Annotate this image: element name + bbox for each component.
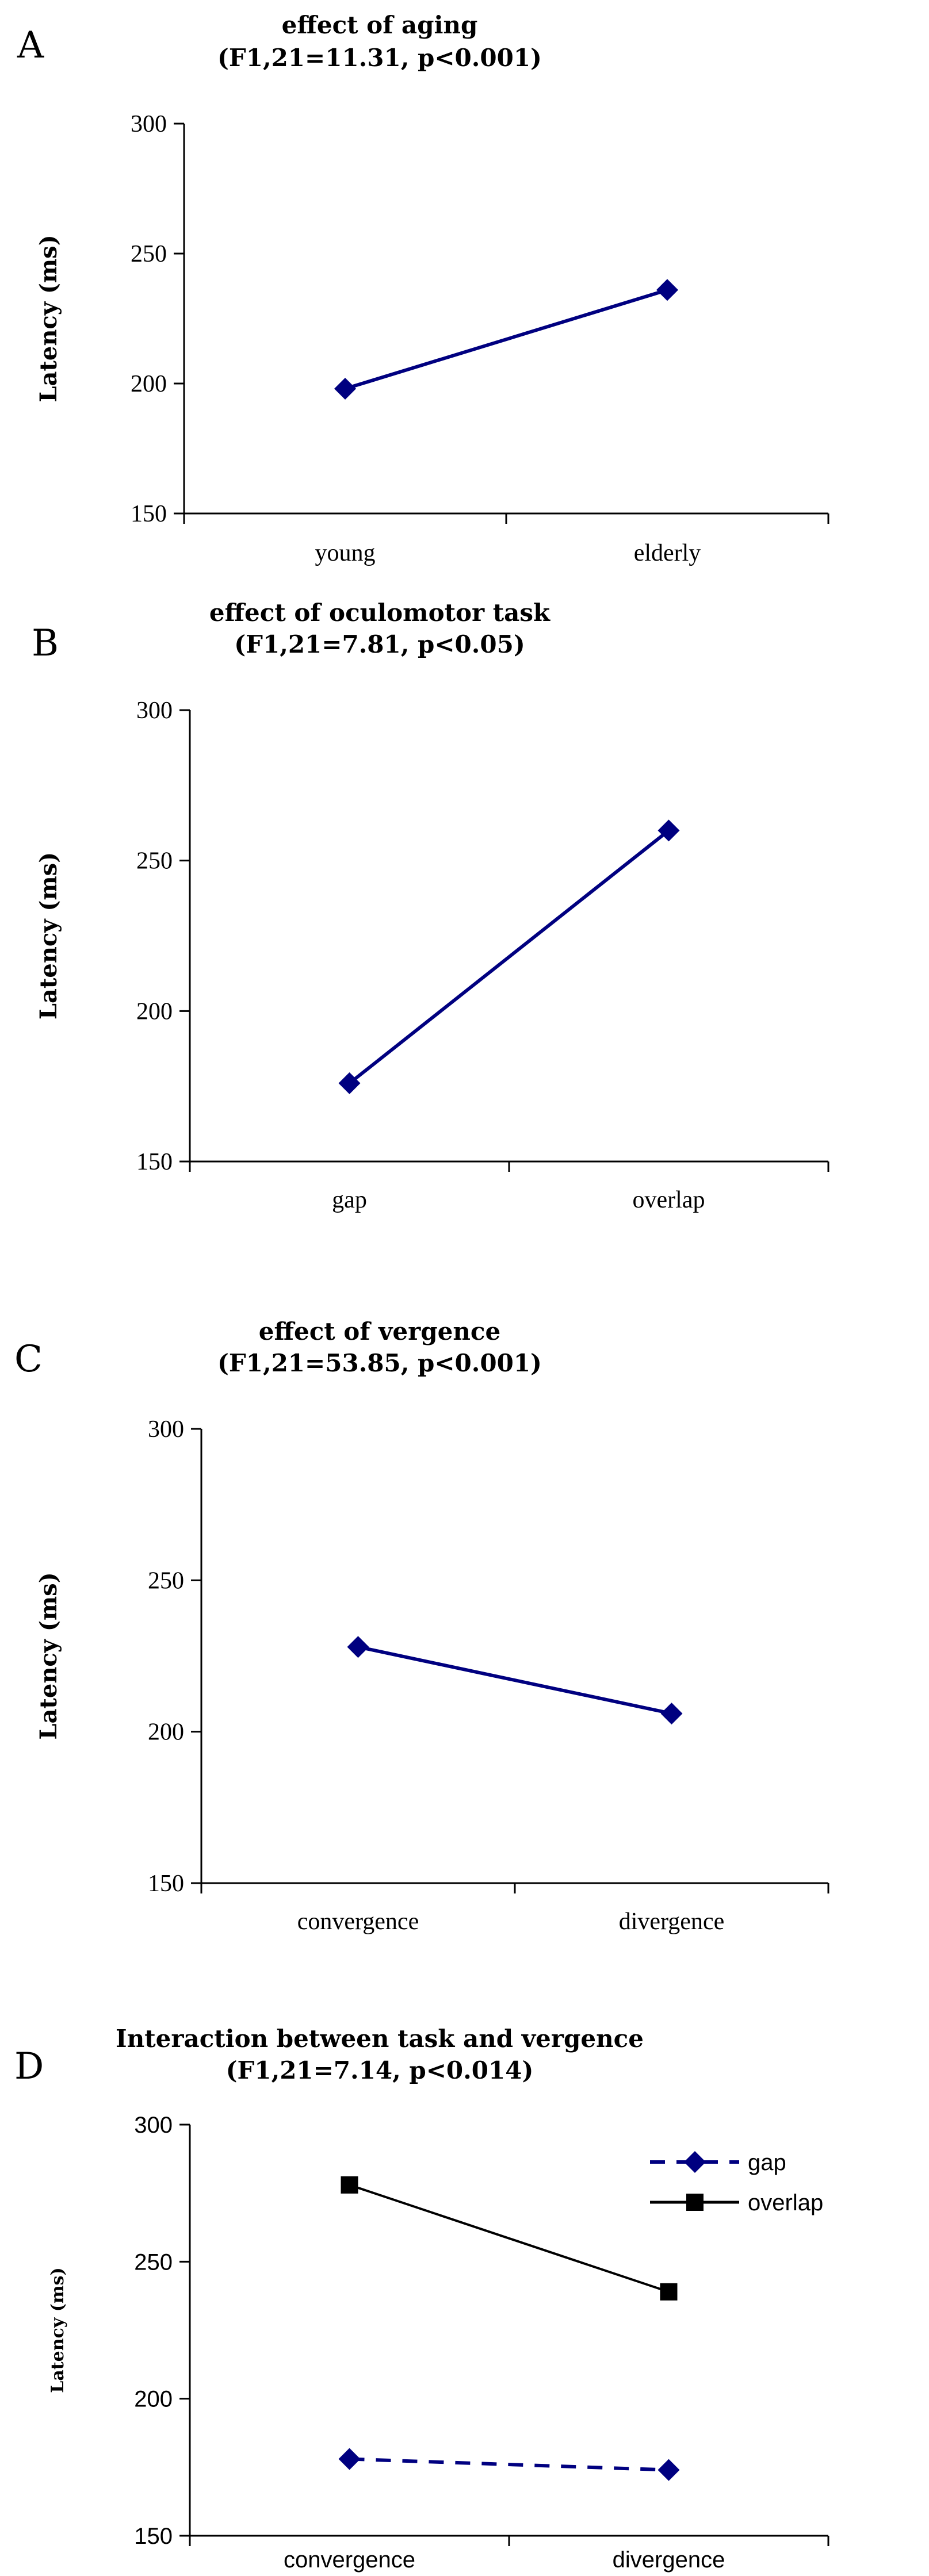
series-line-main [357,1645,672,1716]
panel-letter: A [17,24,44,67]
data-point [334,378,356,400]
series-line-overlap [349,2183,670,2293]
data-point [338,1072,361,1094]
legend-label-gap: gap [748,2150,786,2175]
data-point [660,1703,683,1725]
y-tick-label: 200 [148,1719,184,1746]
data-point [656,279,678,301]
y-tick-label: 300 [136,697,173,724]
legend-label-overlap: overlap [748,2190,823,2215]
series-line-main [345,288,668,390]
x-tick-label: convergence [284,2547,415,2573]
y-tick-label: 200 [131,371,167,397]
chart-subtitle: (F1,21=7.14, p<0.014) [226,2056,534,2084]
x-tick-label: overlap [633,1187,705,1213]
panel-letter: C [14,1338,43,1381]
y-tick-label: 150 [134,2524,173,2549]
series-line-main [348,829,670,1085]
y-axis-label: Latency (ms) [35,852,62,1019]
y-tick-label: 250 [136,848,173,875]
series-line-gap [349,2457,669,2472]
y-tick-label: 250 [148,1567,184,1594]
y-tick-label: 200 [134,2387,173,2412]
y-tick-label: 300 [148,1416,184,1443]
y-axis-label: Latency (ms) [35,1572,62,1739]
legend-marker-gap [684,2151,706,2173]
x-tick-label: gap [332,1187,367,1213]
data-point [657,819,680,842]
data-point [341,2176,358,2194]
x-tick-label: convergence [297,1908,419,1935]
chart-subtitle: (F1,21=11.31, p<0.001) [217,44,542,72]
y-tick-label: 150 [131,501,167,527]
panel-letter: D [14,2045,44,2088]
y-tick-label: 200 [136,998,173,1025]
y-tick-label: 150 [136,1149,173,1175]
y-tick-label: 250 [131,241,167,267]
panel-letter: B [32,622,59,665]
data-point [660,2283,678,2301]
y-tick-label: 300 [131,111,167,137]
y-axis-label: Latency (ms) [35,235,62,402]
legend-marker-overlap [686,2194,704,2211]
y-axis-label: Latency (ms) [48,2267,68,2393]
chart-title: Interaction between task and vergence [116,2025,644,2053]
x-tick-label: elderly [634,540,701,566]
y-tick-label: 250 [134,2249,173,2275]
data-point [338,2448,361,2470]
data-point [347,1636,369,1658]
chart-title: effect of vergence [259,1317,500,1346]
x-tick-label: divergence [619,1908,724,1935]
chart-title: effect of oculomotor task [209,599,550,627]
y-tick-label: 300 [134,2113,173,2138]
x-tick-label: divergence [613,2547,725,2573]
chart-subtitle: (F1,21=53.85, p<0.001) [217,1349,542,1377]
x-tick-label: young [315,540,376,566]
chart-subtitle: (F1,21=7.81, p<0.05) [234,630,525,658]
y-tick-label: 150 [148,1870,184,1897]
panel-d: D Interaction between task and vergence (F… [14,2025,829,2573]
chart-title: effect of aging [282,11,478,39]
data-point [657,2459,680,2481]
